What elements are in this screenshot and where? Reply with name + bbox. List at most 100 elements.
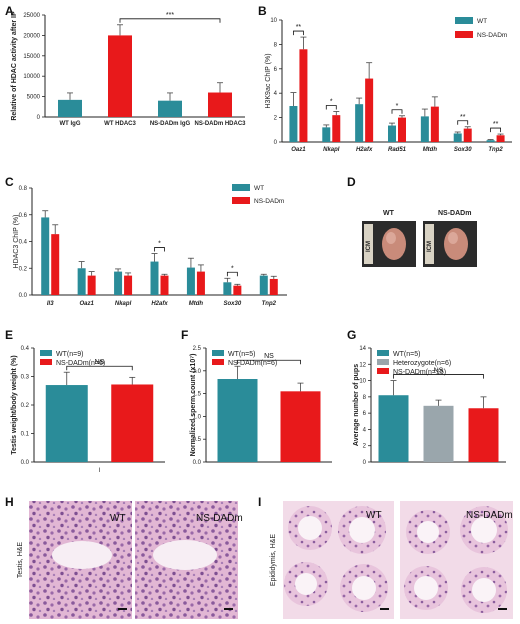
B-sig-oaz1-text: ** xyxy=(296,24,302,31)
G-bar-heterozygote-n-6 xyxy=(423,405,454,462)
B-xtick-nkapl: Nkapl xyxy=(323,147,340,153)
A-xtick-ns-dadm-hdac3: NS-DADm HDAC3 xyxy=(194,121,246,127)
B-sig-tnp2-text: ** xyxy=(493,121,499,128)
histo-i-ns-label: NS-DADm xyxy=(466,510,513,521)
C-xtick-oaz1: Oaz1 xyxy=(79,301,94,307)
C-ylabel: HDAC3 ChIP (%) xyxy=(13,215,20,269)
G-ytick-label: 14 xyxy=(359,346,366,352)
B-sig-rad51-text: * xyxy=(396,103,399,110)
G-legend-swatch-heterozygote-n-6 xyxy=(377,359,389,365)
A-bar-ns-dadm-hdac3 xyxy=(208,92,232,117)
C-bar-nkapl-wt xyxy=(114,271,123,295)
E-legend-swatch-wt-n-9 xyxy=(40,350,52,356)
C-bar-sox30-wt xyxy=(223,282,232,295)
E-legend-label-wt-n-9: WT(n=9) xyxy=(56,351,83,358)
chart-hdac3-chip: 0.0 0.2 0.4 0.6 0.8 HDAC3 ChIP (%) Il3 Oaz1 Nkap… xyxy=(13,186,287,307)
E-legend-label-ns-dadm-n-6: NS-DADm(n=6) xyxy=(56,360,105,367)
B-bar-rad51-ns-dadm xyxy=(398,117,406,142)
C-bar-tnp2-wt xyxy=(259,275,268,295)
G-ytick-label: 2 xyxy=(363,444,367,450)
C-sig-sox30-text: * xyxy=(231,265,234,272)
E-ytick-label: 0.1 xyxy=(21,432,30,438)
B-xtick-oaz1: Oaz1 xyxy=(291,147,306,153)
B-sig-sox30-text: ** xyxy=(460,114,466,121)
legend-b-ns-swatch xyxy=(455,31,473,38)
A-ytick-label: 0 xyxy=(37,115,41,121)
C-ytick-label: 0.2 xyxy=(19,266,28,272)
B-ytick-label: 2 xyxy=(274,116,278,122)
legend-c-ns-label: NS-DADm xyxy=(254,198,284,205)
panel-d-photos: WT NS-DADm ICM ICM xyxy=(362,210,477,267)
F-ytick-label: 0.0 xyxy=(193,460,202,466)
C-sig-sox30 xyxy=(226,271,238,277)
legend-b: WT NS-DADm xyxy=(455,17,507,39)
C-sig-h2afx xyxy=(154,247,165,252)
C-xtick-h2afx: H2afx xyxy=(151,301,168,307)
C-ytick-label: 0.4 xyxy=(19,240,28,246)
histo-i-ylabel: Epididymis, H&E xyxy=(270,534,277,586)
C-xtick-il3: Il3 xyxy=(47,301,54,307)
C-xtick-nkapl: Nkapl xyxy=(115,301,132,307)
F-ytick-label: 2.0 xyxy=(193,369,202,375)
C-bar-mtdh-wt xyxy=(186,267,195,295)
F-legend-label-wt-n-5: WT(n=5) xyxy=(228,351,255,358)
C-bar-h2afx-ns-dadm xyxy=(160,275,169,295)
B-bar-h2afx-ns-dadm xyxy=(365,78,374,142)
panel-label-e: E xyxy=(5,328,13,342)
F-bar-ns-dadm-n-6 xyxy=(280,391,321,462)
A-xtick-ns-dadm-igg: NS-DADm IgG xyxy=(150,121,191,127)
C-bar-oaz1-wt xyxy=(77,268,86,295)
E-ylabel: Testis weight/body weight (%) xyxy=(11,355,18,454)
legend-c-ns-swatch xyxy=(232,197,250,204)
B-bar-sox30-wt xyxy=(453,133,462,142)
panel-label-a: A xyxy=(5,4,14,18)
B-bar-tnp2-ns-dadm xyxy=(496,135,505,142)
B-sig-rad51 xyxy=(391,109,403,114)
E-ytick-label: 0.4 xyxy=(21,346,30,352)
F-ytick-label: 2.5 xyxy=(193,346,202,352)
B-xtick-sox30: Sox30 xyxy=(454,147,472,153)
E-sig-bracket-text: NS xyxy=(95,359,105,366)
G-legend-swatch-wt-n-5 xyxy=(377,350,389,356)
C-bar-tnp2-ns-dadm xyxy=(269,278,278,295)
C-ytick-label: 0.6 xyxy=(19,213,28,219)
B-sig-oaz1 xyxy=(293,30,304,36)
E-ytick-label: 0.0 xyxy=(21,460,30,466)
G-sig-bracket xyxy=(393,374,484,379)
panel-label-b: B xyxy=(258,4,267,18)
G-bar-ns-dadm-n-15 xyxy=(468,408,499,462)
F-legend-label-ns-dadm-n-6: NS-DADm(n=6) xyxy=(228,360,277,367)
B-bar-oaz1-wt xyxy=(289,106,298,142)
E-ytick-label: 0.2 xyxy=(21,403,30,409)
G-ytick-label: 12 xyxy=(359,362,366,368)
A-bar-wt-igg xyxy=(58,99,82,117)
legend-c-wt-swatch xyxy=(232,184,250,191)
B-sig-nkapl-text: * xyxy=(330,99,333,106)
B-xtick-rad51: Rad51 xyxy=(388,147,407,153)
histo-h-ylabel: Testis, H&E xyxy=(17,542,24,579)
histo-i-wt-label: WT xyxy=(366,510,382,521)
A-sig-bracket xyxy=(119,18,221,23)
B-bar-nkapl-ns-dadm xyxy=(332,115,341,142)
B-bar-mtdh-ns-dadm xyxy=(430,106,439,142)
F-legend-swatch-wt-n-5 xyxy=(212,350,224,356)
B-ytick-label: 6 xyxy=(274,67,278,73)
G-sig-bracket-text: NS xyxy=(434,368,444,375)
A-bar-ns-dadm-igg xyxy=(158,100,182,117)
photo-wt-label: WT xyxy=(383,210,395,217)
B-ytick-label: 10 xyxy=(270,18,277,24)
chart-sperm-count: 0.0 0.5 1.0 1.5 2.0 2.5 Normalized sperm count… xyxy=(190,346,332,466)
B-sig-sox30 xyxy=(457,120,469,125)
chart-pups: 0 2 4 6 8 10 12 14 Average number of pups WT(n=5)… xyxy=(353,346,506,466)
G-ytick-label: 10 xyxy=(359,379,366,385)
B-bar-h2afx-wt xyxy=(355,104,364,142)
panel-label-h: H xyxy=(5,495,14,509)
C-bar-oaz1-ns-dadm xyxy=(87,275,96,295)
C-ytick-label: 0.0 xyxy=(19,293,28,299)
A-ylabel: Relative of HDAC activity after IP xyxy=(11,11,18,121)
F-ylabel: Normalized sperm count (x10⁷) xyxy=(190,354,197,457)
A-sig-bracket-text: *** xyxy=(166,12,174,19)
C-bar-il3-ns-dadm xyxy=(51,234,60,295)
F-sig-bracket-text: NS xyxy=(264,353,274,360)
